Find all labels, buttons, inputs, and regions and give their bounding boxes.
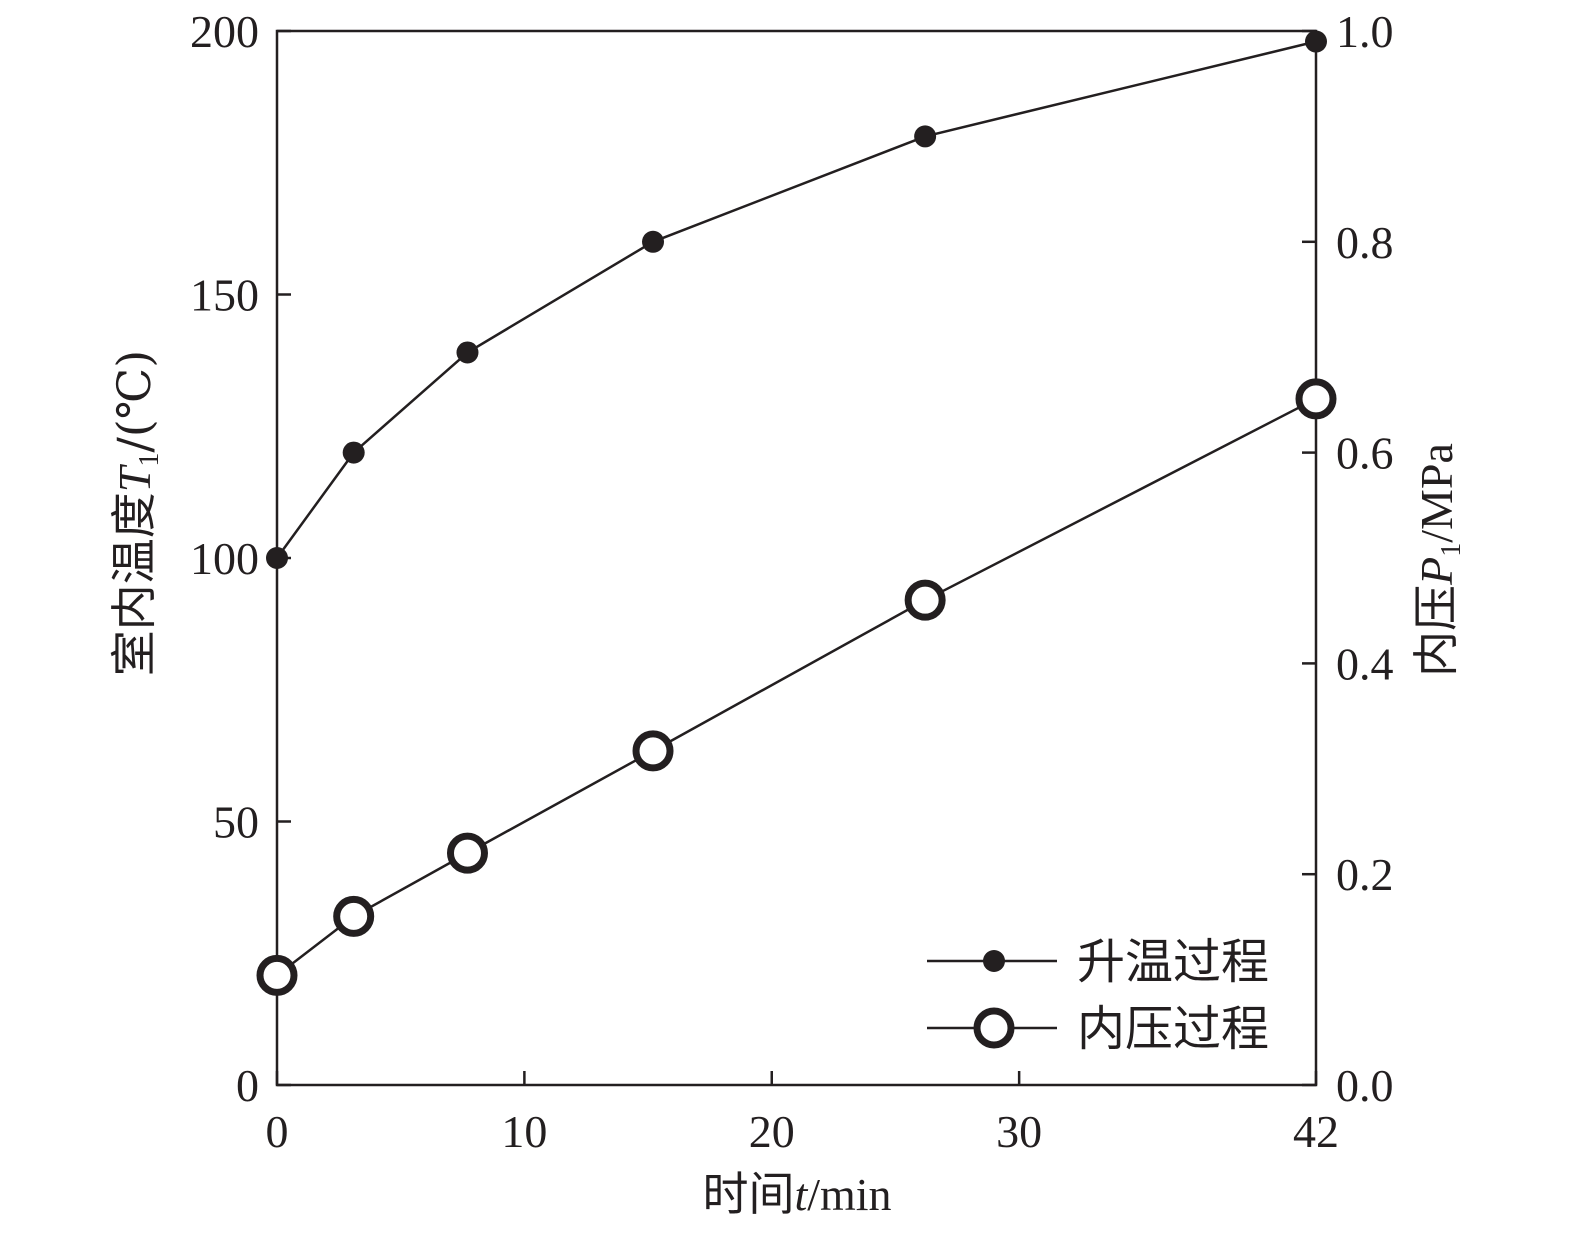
y-right-tick-label: 0.4 [1336, 638, 1394, 689]
y-right-tick-label: 0.2 [1336, 849, 1394, 900]
series-2 [256, 378, 1337, 996]
y-left-tick-label: 150 [190, 270, 259, 321]
y-right-tick-label: 0.8 [1336, 217, 1394, 268]
series-line [276, 397, 1317, 977]
x-tick-label: 30 [996, 1106, 1042, 1157]
data-point [632, 730, 674, 772]
data-point [914, 125, 937, 148]
y-left-tick-label: 0 [236, 1060, 259, 1111]
data-point [256, 954, 298, 996]
y-right-tick-label: 0.0 [1336, 1060, 1394, 1111]
legend-marker [973, 1007, 1015, 1049]
plot-area-border [275, 29, 1318, 1087]
y-right-tick-label: 1.0 [1336, 6, 1394, 57]
x-tick-label: 20 [749, 1106, 795, 1157]
data-point [333, 895, 375, 937]
data-point [446, 832, 488, 874]
data-point [1305, 30, 1327, 53]
data-point [1295, 378, 1337, 420]
data-point [904, 579, 946, 621]
x-tick-label: 10 [501, 1106, 547, 1157]
legend-label: 内压过程 [1077, 1001, 1269, 1057]
x-tick-label: 42 [1293, 1106, 1339, 1157]
legend-label: 升温过程 [1077, 934, 1269, 990]
legend-item-1: 升温过程 [927, 934, 1269, 990]
y-right-tick-label: 0.6 [1336, 428, 1394, 479]
y-right-axis-label: 内压P1/MPa [1409, 443, 1467, 677]
x-tick-label: 0 [266, 1106, 289, 1157]
legend-marker [983, 950, 1005, 972]
axis-ticks: 0 10 20 30 42 0 50 100 150 200 0.0 0.2 0.4 0.6 0.8 1.0 [190, 6, 1394, 1157]
series-layer [256, 30, 1337, 996]
series-line [275, 40, 1317, 559]
series-1 [266, 30, 1327, 569]
x-axis-label: 时间t/min [702, 1167, 891, 1221]
y-left-axis-label: 室内温度T1/(℃) [107, 350, 165, 676]
data-point [642, 230, 665, 253]
legend-item-2: 内压过程 [927, 1001, 1269, 1057]
data-point [456, 341, 479, 364]
plot-frame [275, 29, 1318, 1087]
y-left-tick-label: 50 [213, 797, 259, 848]
y-left-tick-label: 100 [190, 533, 259, 584]
data-point [342, 441, 365, 464]
y-left-tick-label: 200 [190, 6, 259, 57]
data-point [266, 547, 288, 569]
